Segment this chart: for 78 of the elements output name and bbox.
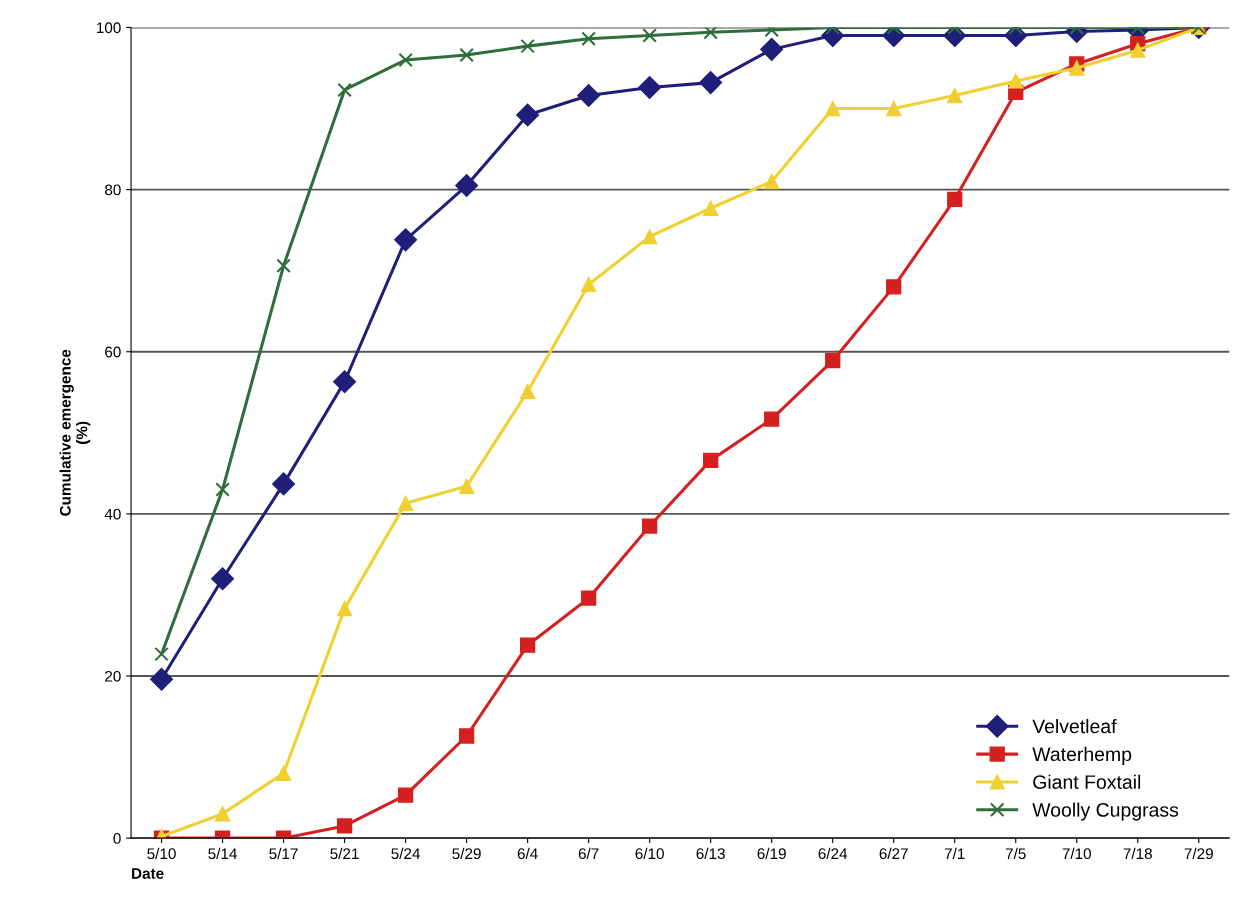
point (333, 370, 357, 394)
point (886, 279, 902, 295)
x-tick-label: 6/4 (517, 847, 538, 860)
point (520, 38, 535, 54)
point (458, 728, 475, 744)
point (764, 411, 780, 427)
x-tick-label: 5/24 (391, 847, 421, 860)
point (886, 100, 902, 117)
point (581, 276, 597, 293)
x-tick-label: 6/10 (635, 847, 664, 860)
point (214, 806, 231, 822)
y-tick-label: 80 (104, 184, 121, 196)
point (397, 495, 414, 511)
point (703, 452, 719, 469)
point (519, 637, 536, 653)
x-axis-title: Date (132, 868, 164, 879)
point (1130, 42, 1146, 58)
point (394, 228, 418, 252)
x-tick-label: 6/7 (578, 847, 599, 860)
point (215, 482, 230, 497)
point (703, 27, 718, 40)
point (336, 601, 353, 617)
point (642, 28, 657, 43)
point (276, 258, 291, 274)
point (458, 478, 475, 494)
y-tick-label: 100 (97, 22, 121, 34)
point (275, 765, 292, 781)
point (581, 31, 596, 47)
x-tick-label: 6/24 (818, 847, 848, 860)
point (455, 174, 479, 198)
point (272, 472, 296, 496)
point (519, 383, 536, 400)
x-tick-label: 5/21 (330, 847, 359, 860)
point (638, 75, 662, 99)
x-tick-label: 5/10 (147, 847, 176, 860)
legend-label: Woolly Cupgrass (1032, 802, 1179, 821)
point (699, 71, 723, 95)
x-tick-label: 7/10 (1062, 847, 1092, 860)
legend-label: Velvetleaf (1032, 718, 1117, 734)
point (703, 200, 719, 216)
x-tick-label: 7/18 (1123, 847, 1152, 860)
y-tick-label: 60 (105, 346, 121, 358)
point (947, 191, 963, 207)
point (337, 82, 352, 98)
point (516, 103, 540, 127)
x-tick-label: 6/27 (879, 847, 908, 860)
point (764, 173, 780, 190)
y-tick-label: 20 (105, 670, 121, 682)
point (577, 84, 601, 108)
point (154, 646, 169, 662)
point (1069, 60, 1085, 76)
point (1008, 73, 1024, 89)
point (150, 667, 174, 691)
point (211, 567, 235, 591)
point (581, 590, 597, 606)
point (642, 518, 658, 534)
point (459, 47, 474, 63)
x-tick-label: 7/5 (1005, 847, 1026, 860)
legend-label: Giant Foxtail (1033, 774, 1141, 789)
point (336, 818, 353, 834)
y-tick-label: 40 (104, 508, 121, 520)
point (825, 353, 841, 369)
y-axis-title: Cumulative emergence (%) (59, 349, 91, 516)
point (825, 100, 841, 117)
y-tick-label: 0 (113, 833, 121, 844)
point (642, 228, 658, 245)
x-tick-label: 5/29 (452, 847, 481, 860)
legend-label: Waterhemp (1032, 746, 1132, 765)
x-tick-label: 5/14 (208, 847, 237, 860)
point (397, 787, 414, 803)
x-tick-label: 7/1 (944, 847, 965, 860)
point (398, 52, 413, 68)
point (760, 37, 784, 61)
x-tick-label: 6/19 (757, 847, 786, 860)
x-tick-label: 6/13 (696, 847, 725, 860)
x-tick-label: 7/29 (1184, 847, 1213, 860)
point (947, 87, 963, 104)
x-tick-label: 5/17 (269, 847, 298, 860)
